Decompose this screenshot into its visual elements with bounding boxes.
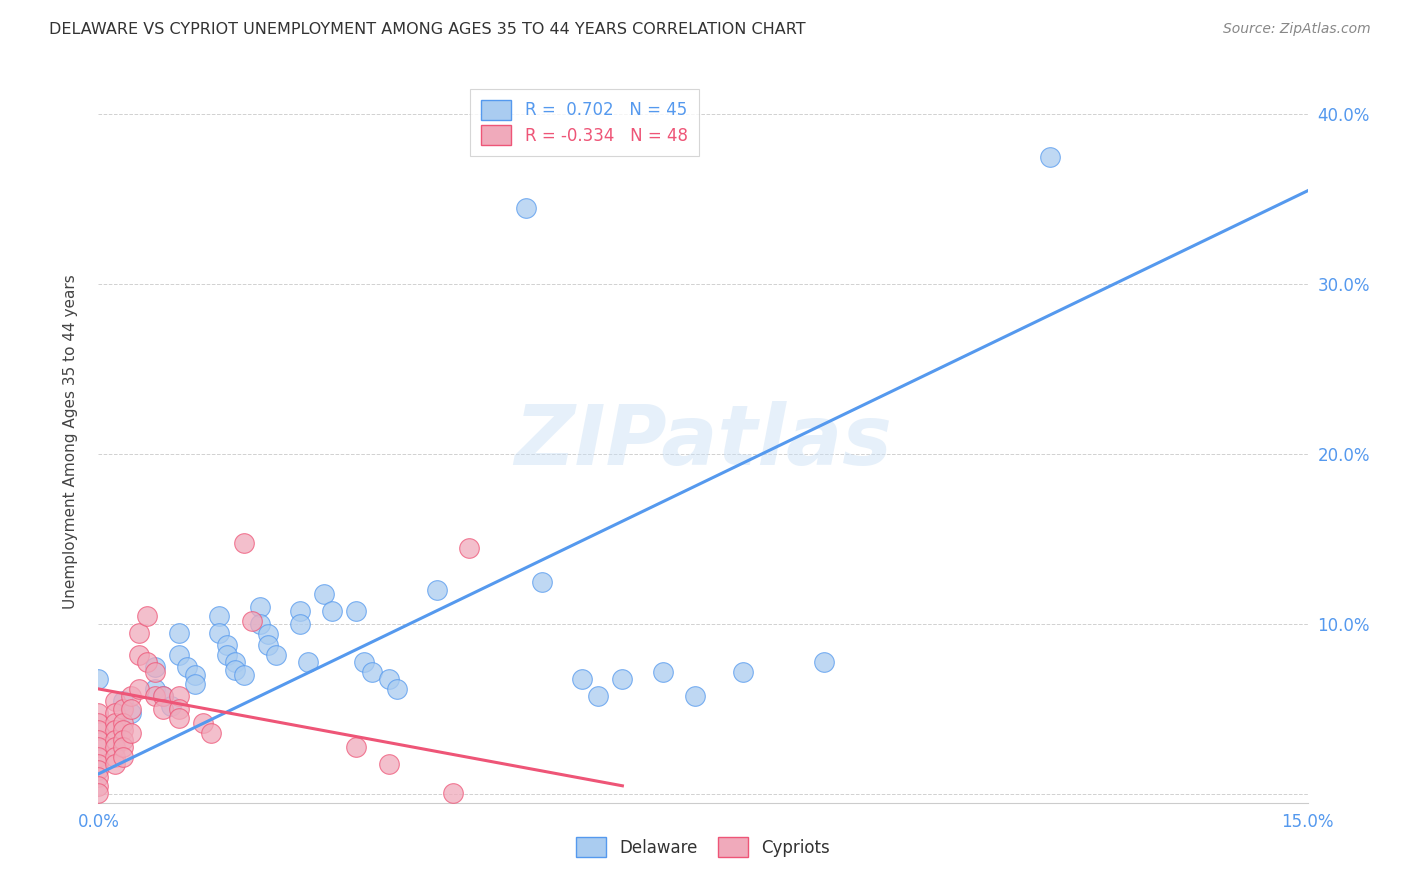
Point [103,723,125,737]
Point [441,786,464,800]
Point [232,535,254,549]
Point [184,668,207,682]
Point [167,648,190,662]
Point [152,689,174,703]
Point [87,715,110,730]
Point [288,617,311,632]
Point [256,627,278,641]
Point [103,706,125,720]
Point [530,574,553,589]
Point [193,715,215,730]
Point [111,723,134,737]
Point [120,706,142,720]
Point [426,583,449,598]
Point [208,608,231,623]
Point [143,665,166,679]
Point [120,726,142,740]
Point [224,655,246,669]
Point [111,694,134,708]
Point [385,681,408,696]
Point [87,706,110,720]
Point [103,756,125,771]
Point [103,715,125,730]
Point [176,660,198,674]
Point [167,711,190,725]
Point [249,617,271,632]
Point [224,663,246,677]
Point [87,786,110,800]
Point [167,689,190,703]
Point [683,689,706,703]
Point [87,723,110,737]
Point [586,689,609,703]
Point [515,201,537,215]
Point [128,648,150,662]
Point [135,608,157,623]
Text: ZIPatlas: ZIPatlas [515,401,891,482]
Legend: Delaware, Cypriots: Delaware, Cypriots [567,828,839,867]
Point [612,672,634,686]
Point [458,541,481,555]
Point [103,732,125,747]
Point [111,715,134,730]
Point [217,638,239,652]
Point [128,681,150,696]
Point [111,732,134,747]
Text: DELAWARE VS CYPRIOT UNEMPLOYMENT AMONG AGES 35 TO 44 YEARS CORRELATION CHART: DELAWARE VS CYPRIOT UNEMPLOYMENT AMONG A… [49,22,806,37]
Point [111,739,134,754]
Point [208,625,231,640]
Y-axis label: Unemployment Among Ages 35 to 44 years: Unemployment Among Ages 35 to 44 years [63,274,77,609]
Point [103,750,125,764]
Point [200,726,222,740]
Point [240,614,263,628]
Point [111,702,134,716]
Point [167,625,190,640]
Point [87,750,110,764]
Point [361,665,384,679]
Point [111,750,134,764]
Point [377,672,399,686]
Point [377,756,399,771]
Point [353,655,375,669]
Point [571,672,593,686]
Point [87,732,110,747]
Point [256,638,278,652]
Point [103,739,125,754]
Point [217,648,239,662]
Point [152,689,174,703]
Point [87,756,110,771]
Point [87,739,110,754]
Point [813,655,835,669]
Point [344,604,367,618]
Point [160,698,183,713]
Point [249,600,271,615]
Point [143,689,166,703]
Point [167,702,190,716]
Point [264,648,287,662]
Point [321,604,343,618]
Point [733,665,755,679]
Point [135,655,157,669]
Point [651,665,673,679]
Point [152,702,174,716]
Point [143,681,166,696]
Point [87,770,110,784]
Point [128,625,150,640]
Point [103,694,125,708]
Point [288,604,311,618]
Point [120,702,142,716]
Point [344,739,367,754]
Point [120,689,142,703]
Point [143,660,166,674]
Point [314,587,336,601]
Point [87,672,110,686]
Point [184,677,207,691]
Point [87,779,110,793]
Point [232,668,254,682]
Text: Source: ZipAtlas.com: Source: ZipAtlas.com [1223,22,1371,37]
Point [297,655,319,669]
Point [87,764,110,778]
Point [1039,150,1062,164]
